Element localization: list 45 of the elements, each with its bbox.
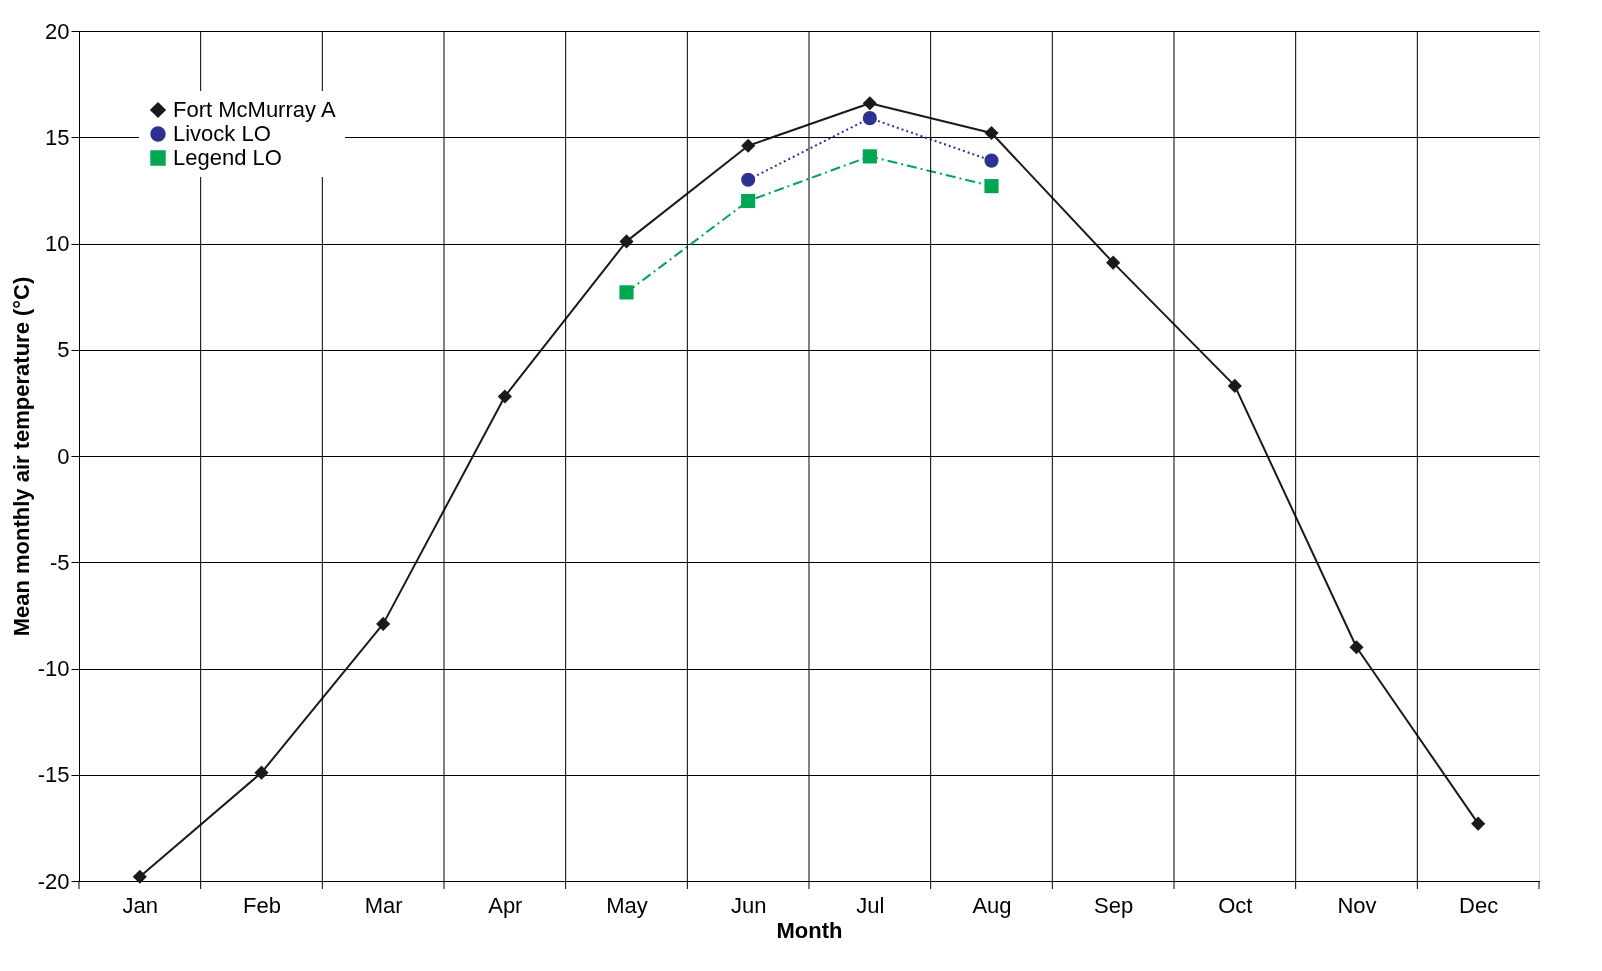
point bbox=[984, 125, 999, 141]
point bbox=[1471, 816, 1486, 831]
y-tick-label: 10 bbox=[45, 231, 70, 256]
x-tick-label: Oct bbox=[1218, 892, 1253, 918]
point bbox=[619, 234, 634, 249]
y-tick-label: -10 bbox=[37, 656, 70, 681]
point bbox=[1349, 640, 1364, 655]
point bbox=[862, 149, 877, 164]
x-tick-label: Nov bbox=[1337, 892, 1377, 918]
legend-label: Livock LO bbox=[173, 121, 271, 146]
x-tick-label: Feb bbox=[243, 892, 281, 918]
point bbox=[984, 179, 999, 194]
point bbox=[984, 153, 999, 168]
point bbox=[741, 172, 756, 187]
y-tick-label: -15 bbox=[37, 762, 70, 788]
y-tick-label: 15 bbox=[45, 124, 70, 150]
x-tick-label: Mar bbox=[364, 892, 403, 918]
legend-label: Legend LO bbox=[173, 145, 282, 170]
x-tick-label: Sep bbox=[1094, 892, 1134, 918]
legend-label: Fort McMurray A bbox=[173, 97, 336, 122]
y-axis-title: Mean monthly air temperature (°C) bbox=[8, 276, 34, 637]
x-tick-label: Aug bbox=[972, 892, 1012, 918]
point bbox=[1106, 255, 1121, 270]
y-tick-label: -5 bbox=[49, 549, 70, 575]
point bbox=[741, 138, 756, 153]
y-tick-label: 0 bbox=[57, 443, 70, 469]
y-tick-label: -20 bbox=[37, 868, 70, 894]
x-tick-label: Apr bbox=[488, 892, 523, 918]
x-tick-label: Jun bbox=[730, 892, 767, 918]
x-axis-title: Month bbox=[776, 917, 843, 943]
point bbox=[862, 111, 877, 126]
point bbox=[1227, 378, 1242, 393]
point bbox=[376, 616, 391, 631]
point bbox=[741, 193, 756, 209]
point bbox=[497, 389, 512, 404]
x-tick-label: Dec bbox=[1459, 892, 1499, 918]
y-tick-label: 5 bbox=[57, 337, 70, 363]
x-tick-label: Jul bbox=[856, 892, 885, 918]
point bbox=[254, 765, 269, 780]
point bbox=[862, 96, 877, 111]
x-tick-label: Jan bbox=[122, 892, 159, 918]
x-tick-label: May bbox=[606, 892, 648, 918]
y-tick-label: 20 bbox=[45, 18, 70, 44]
point bbox=[619, 285, 634, 300]
point bbox=[132, 869, 147, 884]
